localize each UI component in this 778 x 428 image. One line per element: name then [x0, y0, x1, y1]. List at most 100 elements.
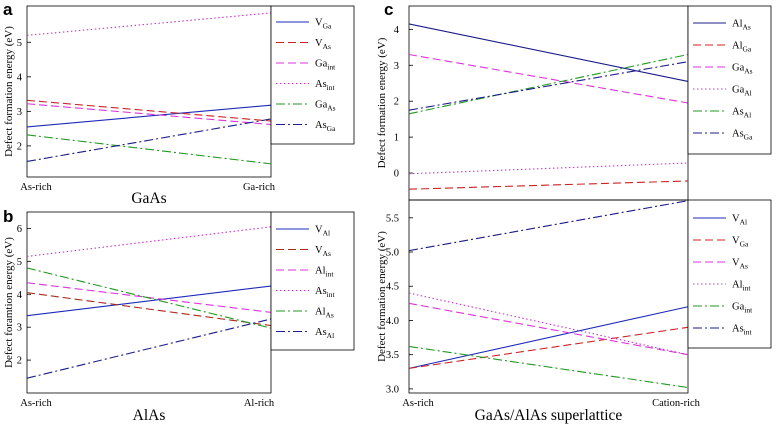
series-line-v-ga: [26, 104, 272, 128]
plot-frame: [408, 199, 689, 394]
y-tick-label: 6: [17, 224, 22, 235]
legend-entry-subscript: Ga: [327, 124, 336, 133]
legend-entry: GaAs: [732, 63, 753, 76]
y-tick-label: 2: [17, 141, 22, 152]
legend-entry-base: V: [732, 258, 740, 269]
legend-entry: Gaint: [315, 59, 336, 72]
legend-entry-base: Al: [732, 280, 743, 291]
legend-entry-base: V: [315, 38, 323, 49]
x-axis-title: AlAs: [133, 407, 166, 424]
legend-entry: Gaint: [732, 302, 753, 315]
legend-entry-subscript: int: [326, 270, 335, 279]
panel-letter: a: [3, 0, 13, 19]
legend-entry-subscript: Ga: [743, 45, 752, 54]
x-tick-label: As-rich: [20, 182, 52, 193]
x-axis-title: GaAs/AlAs superlattice: [475, 407, 623, 424]
legend-entry: Alint: [315, 266, 334, 279]
x-tick-label: As-rich: [402, 398, 434, 409]
y-tick-label: 2: [17, 356, 22, 367]
legend-entry-subscript: int: [743, 284, 752, 293]
series-line-ga-as: [26, 134, 272, 165]
legend-entry: Alint: [732, 280, 751, 293]
series-line-as-ga: [26, 118, 272, 162]
legend-entry-base: As: [315, 327, 327, 338]
series-line-as-int: [408, 200, 689, 252]
panel-letter: b: [3, 207, 13, 226]
legend-entry: Asint: [315, 79, 336, 92]
legend-entry-base: As: [315, 120, 327, 131]
legend-entry: VAl: [732, 214, 747, 227]
legend-entry-base: Al: [732, 19, 743, 30]
series-line-as-al: [26, 318, 272, 379]
legend-entry-base: Ga: [732, 302, 745, 313]
series-line-v-al: [408, 306, 689, 369]
legend-entry-subscript: int: [327, 290, 336, 299]
legend-entry-subscript: int: [744, 328, 753, 337]
x-tick-label: As-rich: [20, 398, 52, 409]
x-tick-label: Ga-rich: [243, 182, 276, 193]
legend-entry-base: As: [732, 324, 744, 335]
y-axis-label: Defect formation energy (eV): [3, 26, 15, 157]
legend-entry: AsGa: [315, 120, 336, 133]
series-line-v-ga: [408, 326, 689, 369]
y-tick-label: 5: [17, 257, 22, 268]
legend-entry-base: Ga: [732, 85, 745, 96]
y-tick-label: 2: [394, 97, 399, 108]
legend-entry-subscript: As: [326, 311, 334, 320]
y-tick-label: 3.5: [386, 350, 399, 361]
y-tick-label: 4: [17, 72, 23, 83]
series-line-v-as: [408, 302, 689, 356]
series-line-al-int: [408, 292, 689, 356]
series-line-as-al: [408, 53, 689, 115]
legend-entry: VGa: [732, 236, 749, 249]
legend-entry-base: Ga: [315, 59, 328, 70]
series-line-v-al: [26, 285, 272, 317]
series-line-al-as: [408, 23, 689, 82]
legend-entry-subscript: As: [744, 67, 752, 76]
legend-entry-base: Ga: [732, 63, 745, 74]
y-tick-label: 4.0: [386, 316, 399, 327]
y-tick-label: 5.0: [386, 248, 399, 259]
x-axis-title: GaAs: [131, 190, 166, 207]
legend-entry-subscript: Al: [323, 229, 331, 238]
y-axis-label: Defect formation energy (eV): [376, 231, 388, 362]
legend-entry: VAs: [315, 245, 331, 258]
legend-entry: Asint: [315, 286, 336, 299]
y-tick-label: 5.5: [386, 213, 399, 224]
y-axis-label: Defect formation energy (eV): [376, 37, 388, 168]
legend-entry: VAs: [315, 38, 331, 51]
legend-entry-base: As: [732, 107, 744, 118]
chart-panel-c-bottom: 3.0 3.5 4.0 4.5 5.0 5.5 Defect formation energ…: [376, 199, 772, 424]
legend-entry: GaAs: [315, 100, 336, 113]
legend-entry-base: V: [315, 225, 323, 236]
series-line-ga-as: [408, 53, 689, 104]
series-line-as-ga: [408, 61, 689, 111]
legend-entry: VAs: [732, 258, 748, 271]
panel-letter: c: [384, 0, 393, 19]
y-tick-label: 4: [17, 290, 23, 301]
x-tick-label: Al-rich: [244, 398, 275, 409]
legend-entry-subscript: As: [323, 249, 331, 258]
legend-entry-base: V: [732, 214, 740, 225]
series-line-v-as: [26, 99, 272, 122]
legend-entry-base: Al: [315, 307, 326, 318]
series-line-ga-int: [26, 103, 272, 126]
legend-entry: AlGa: [732, 41, 752, 54]
legend-entry-subscript: Ga: [744, 133, 753, 142]
legend-entry: AsAl: [732, 107, 751, 120]
legend-frame: [270, 5, 355, 145]
legend-entry: AsGa: [732, 129, 753, 142]
series-line-al-as: [26, 267, 272, 329]
series-line-ga-al: [408, 162, 689, 175]
legend-entry: AlAs: [732, 19, 751, 32]
legend-entry: VGa: [315, 18, 332, 31]
y-tick-label: 0: [394, 169, 399, 180]
legend-entry-base: V: [315, 245, 323, 256]
legend-frame: [687, 199, 772, 349]
y-tick-label: 3: [17, 323, 22, 334]
